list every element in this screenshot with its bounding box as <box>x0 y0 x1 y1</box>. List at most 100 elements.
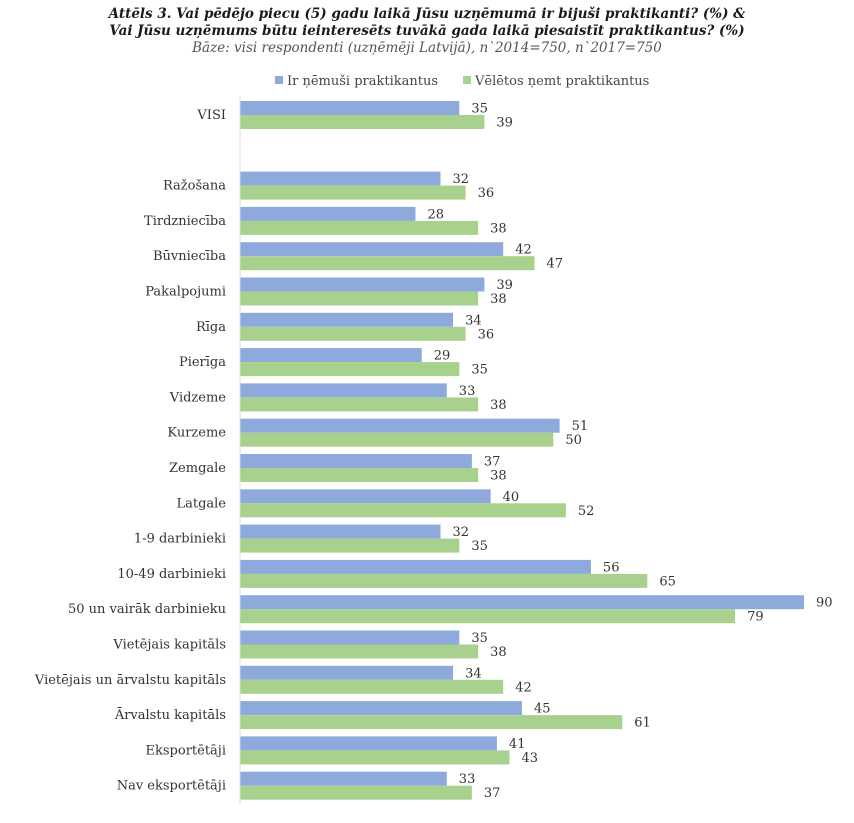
bar-ir-nemusi <box>240 630 460 645</box>
data-label: 42 <box>515 243 532 258</box>
chart-title-line-2: Vai Jūsu uzņēmums būtu ieinteresēts tuvā… <box>109 23 745 39</box>
bar-ir-nemusi <box>240 312 454 327</box>
data-label: 38 <box>490 469 507 484</box>
category-label: Tirdzniecība <box>144 214 226 229</box>
bar-veletos-nemt <box>240 220 479 235</box>
bar-veletos-nemt <box>240 573 648 588</box>
data-label: 37 <box>484 786 501 801</box>
bar-veletos-nemt <box>240 503 566 518</box>
bar-veletos-nemt <box>240 432 554 447</box>
category-label: Kurzeme <box>167 426 226 441</box>
data-label: 45 <box>534 702 551 717</box>
bar-veletos-nemt <box>240 785 472 800</box>
bar-ir-nemusi <box>240 383 447 398</box>
bar-veletos-nemt <box>240 609 736 624</box>
data-label: 65 <box>659 574 676 589</box>
legend-label-1: Ir ņēmuši praktikantus <box>287 74 438 89</box>
data-label: 34 <box>465 313 482 328</box>
bar-ir-nemusi <box>240 242 504 257</box>
data-label: 38 <box>490 221 507 236</box>
bar-veletos-nemt <box>240 644 479 659</box>
bar-ir-nemusi <box>240 595 804 610</box>
category-label: Vidzeme <box>169 390 227 405</box>
data-label: 33 <box>459 384 476 399</box>
bar-veletos-nemt <box>240 468 479 482</box>
bar-ir-nemusi <box>240 771 447 786</box>
data-label: 36 <box>478 327 495 342</box>
bar-ir-nemusi <box>240 101 460 115</box>
data-label: 36 <box>478 186 495 201</box>
data-label: 32 <box>453 525 470 540</box>
category-label: Zemgale <box>169 461 226 476</box>
bar-ir-nemusi <box>240 736 497 751</box>
data-label: 32 <box>453 172 470 187</box>
data-label: 35 <box>471 102 488 117</box>
category-label: Latgale <box>176 496 226 511</box>
data-label: 38 <box>490 645 507 660</box>
bar-veletos-nemt <box>240 715 623 730</box>
data-label: 34 <box>465 666 482 681</box>
bar-ir-nemusi <box>240 418 560 433</box>
data-label: 90 <box>816 596 833 611</box>
data-label: 33 <box>459 772 476 787</box>
category-label: 10-49 darbinieki <box>117 567 226 582</box>
chart-subtitle: Bāze: visi respondenti (uzņēmēji Latvijā… <box>192 40 662 56</box>
bar-ir-nemusi <box>240 559 591 574</box>
bar-veletos-nemt <box>240 397 479 412</box>
data-label: 29 <box>434 349 451 364</box>
bar-veletos-nemt <box>240 362 460 377</box>
bar-veletos-nemt <box>240 115 485 129</box>
data-label: 43 <box>521 751 538 766</box>
data-label: 35 <box>471 363 488 378</box>
bar-veletos-nemt <box>240 185 466 200</box>
bar-ir-nemusi <box>240 701 522 716</box>
data-label: 56 <box>603 560 620 575</box>
data-label: 50 <box>565 433 582 448</box>
bar-ir-nemusi <box>240 454 472 468</box>
category-label: 50 un vairāk darbinieku <box>68 602 226 617</box>
data-label: 28 <box>427 207 444 222</box>
data-label: 38 <box>490 398 507 413</box>
bar-veletos-nemt <box>240 256 535 271</box>
category-label: Ārvalstu kapitāls <box>114 707 226 723</box>
category-label: Nav eksportētāji <box>117 779 226 794</box>
data-label: 51 <box>572 419 589 434</box>
bar-veletos-nemt <box>240 750 510 765</box>
bar-veletos-nemt <box>240 291 479 306</box>
legend-swatch-2 <box>463 76 471 84</box>
data-label: 61 <box>634 716 651 731</box>
chart-title-line-1: Attēls 3. Vai pēdējo piecu (5) gadu laik… <box>108 6 746 22</box>
category-label: Pierīga <box>179 355 226 370</box>
data-label: 39 <box>496 116 513 131</box>
category-label: Ražošana <box>163 179 226 194</box>
data-label: 39 <box>496 278 513 293</box>
bar-ir-nemusi <box>240 489 491 504</box>
category-label: Eksportētāji <box>146 743 226 758</box>
legend-swatch-1 <box>275 76 283 84</box>
category-label: Pakalpojumi <box>145 285 226 300</box>
bar-ir-nemusi <box>240 348 422 363</box>
bar-ir-nemusi <box>240 171 441 186</box>
data-label: 52 <box>578 504 595 519</box>
legend-label-2: Vēlētos ņemt praktikantus <box>474 74 649 89</box>
data-label: 38 <box>490 292 507 307</box>
data-label: 37 <box>484 455 501 470</box>
data-label: 40 <box>503 490 520 505</box>
bar-ir-nemusi <box>240 665 454 680</box>
bar-ir-nemusi <box>240 277 485 292</box>
category-label: VISI <box>196 108 226 123</box>
bar-ir-nemusi <box>240 206 416 221</box>
category-label: Būvniecība <box>153 249 226 264</box>
category-label: Vietējais un ārvalstu kapitāls <box>34 673 226 688</box>
data-label: 35 <box>471 539 488 554</box>
bar-veletos-nemt <box>240 679 504 694</box>
data-label: 47 <box>547 257 564 272</box>
bar-veletos-nemt <box>240 538 460 553</box>
data-label: 35 <box>471 631 488 646</box>
data-label: 42 <box>515 680 532 695</box>
category-label: Vietējais kapitāls <box>112 638 226 653</box>
bar-ir-nemusi <box>240 524 441 539</box>
data-label: 79 <box>747 610 764 625</box>
bar-veletos-nemt <box>240 326 466 341</box>
